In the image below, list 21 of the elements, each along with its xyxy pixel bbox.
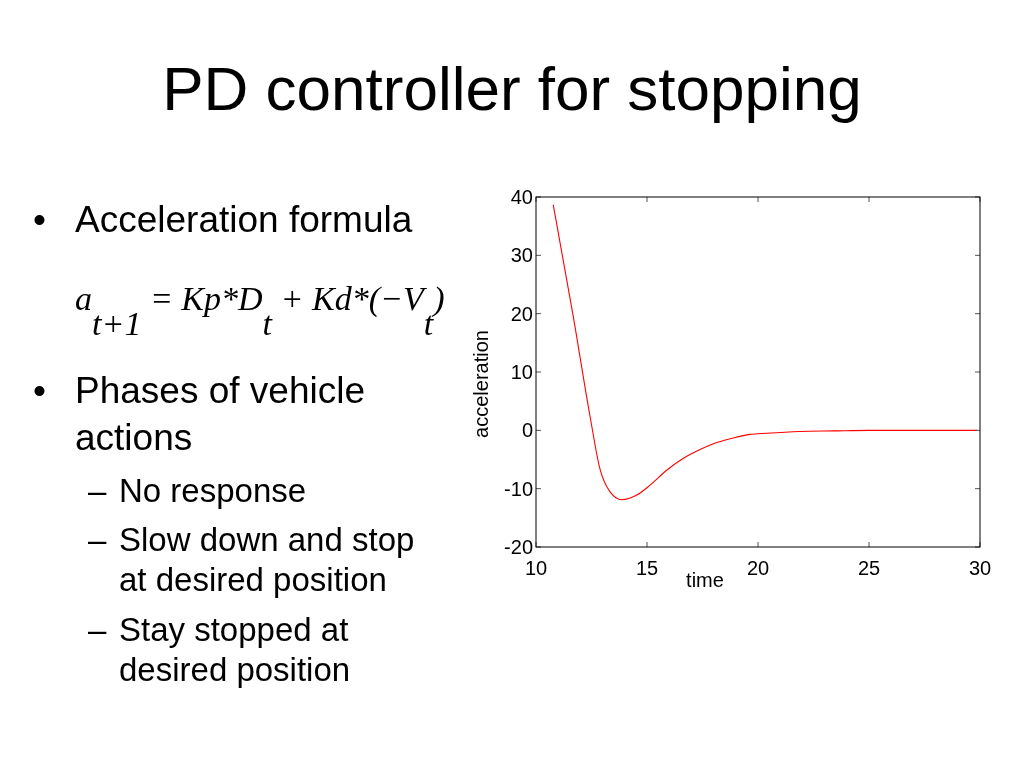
y-tick-label: 30 <box>510 244 533 267</box>
y-tick-label: 40 <box>510 186 533 208</box>
text: – Slow down and stop at desired position <box>88 521 415 598</box>
y-tick-label: -20 <box>504 536 533 558</box>
y-tick-label: 20 <box>510 302 533 325</box>
x-tick-label: 25 <box>857 557 881 579</box>
text: – No response <box>88 472 307 509</box>
y-tick-label: -10 <box>504 477 533 500</box>
x-tick-label: 15 <box>635 557 659 579</box>
y-axis-title: acceleration <box>470 330 492 438</box>
x-axis-title: time <box>686 569 724 591</box>
y-tick-label: 10 <box>510 361 533 383</box>
text: • Phases of vehicle actions <box>33 370 366 458</box>
x-tick-label: 20 <box>746 557 770 579</box>
y-tick-label: 0 <box>521 419 533 442</box>
chart-title: PD controller for stopping <box>162 54 862 123</box>
x-tick-label: 10 <box>524 557 548 579</box>
text: • Acceleration formula <box>33 199 413 240</box>
line-series <box>552 204 978 501</box>
x-tick-label: 30 <box>968 557 992 579</box>
text: – Stay stopped at desired position <box>88 611 351 688</box>
